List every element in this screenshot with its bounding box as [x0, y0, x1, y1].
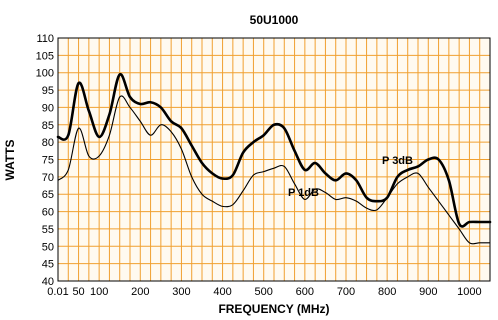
x-tick-label: 0.01: [47, 286, 68, 298]
y-tick-label: 70: [42, 172, 54, 184]
y-tick-label: 75: [42, 155, 54, 167]
y-tick-label: 110: [36, 33, 54, 45]
x-tick-label: 200: [131, 286, 149, 298]
x-tick-label: 100: [90, 286, 108, 298]
y-tick-label: 55: [42, 224, 54, 236]
y-tick-label: 40: [42, 276, 54, 288]
x-tick-label: 400: [213, 286, 231, 298]
annotation-p1db: P 1dB: [288, 187, 319, 199]
y-tick-label: 80: [42, 137, 54, 149]
tick-layer: 0.01 50 100 200 300 400 500 600 700 800 900 1000 40 4…: [36, 33, 482, 298]
series-layer: [56, 73, 492, 245]
y-tick-label: 50: [42, 241, 54, 253]
x-tick-label: 600: [296, 286, 314, 298]
y-tick-label: 100: [36, 68, 54, 80]
x-tick-label: 300: [172, 286, 190, 298]
grid-layer: [58, 38, 490, 281]
y-tick-label: 95: [42, 85, 54, 97]
x-tick-label: 50: [72, 286, 84, 298]
x-tick-label: 1000: [457, 286, 481, 298]
series-line-p3db: [56, 73, 492, 228]
y-tick-label: 90: [42, 102, 54, 114]
y-tick-label: 85: [42, 120, 54, 132]
y-tick-label: 65: [42, 189, 54, 201]
chart-title: 50U1000: [250, 13, 299, 27]
y-tick-label: 45: [42, 259, 54, 271]
x-tick-label: 900: [419, 286, 437, 298]
x-tick-label: 800: [378, 286, 396, 298]
x-axis-title: FREQUENCY (MHz): [218, 302, 329, 316]
x-tick-label: 700: [337, 286, 355, 298]
y-tick-label: 60: [42, 207, 54, 219]
series-line-p1db: [57, 95, 491, 245]
y-axis-title: WATTS: [3, 139, 17, 180]
x-tick-label: 500: [255, 286, 273, 298]
y-tick-label: 105: [36, 50, 54, 62]
plot-frame: [57, 37, 491, 282]
annotation-p3db: P 3dB: [382, 155, 413, 167]
